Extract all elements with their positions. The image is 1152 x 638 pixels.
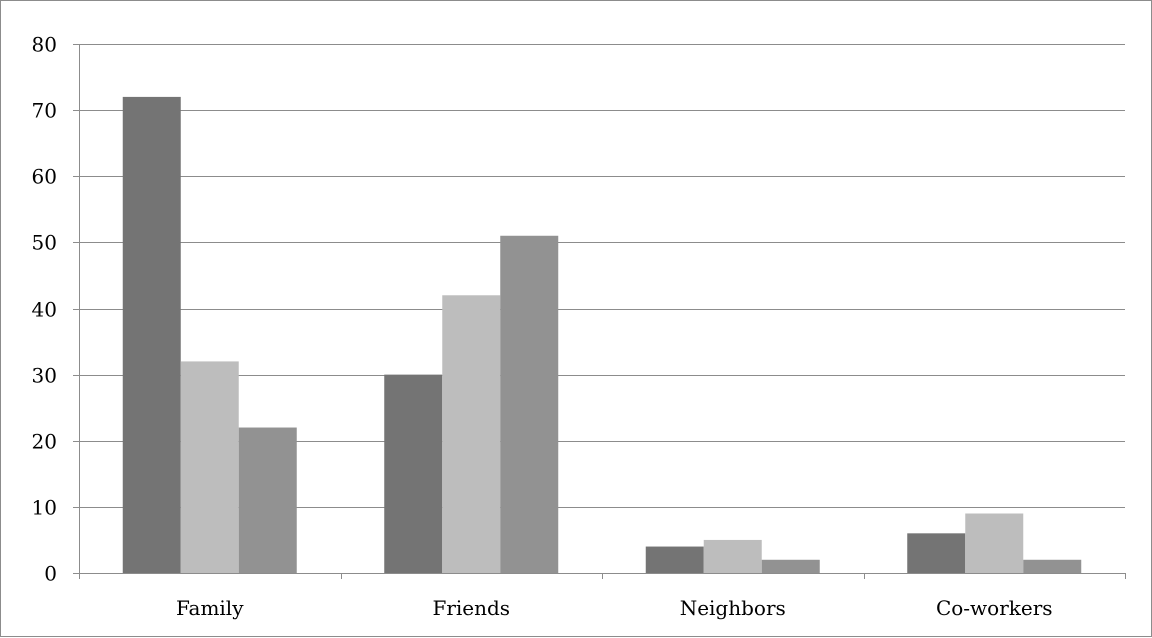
x-tick-label: Family [176,596,244,620]
bar [907,533,966,573]
y-tick-label: 70 [32,99,57,123]
bar [122,96,181,574]
y-tick-label: 60 [32,165,57,189]
bar [965,513,1024,573]
x-tick-labels: Family Friends Neighbors Co-workers [176,596,1053,620]
y-tick-labels: 0 10 20 30 40 50 60 70 80 [32,33,57,586]
bar [180,361,239,573]
y-tick-label: 50 [32,231,57,255]
y-tick-label: 30 [32,364,57,388]
axes [73,44,1126,579]
bar [238,427,297,573]
bar [384,374,443,573]
x-tick-label: Neighbors [680,596,786,620]
y-tick-label: 20 [32,430,57,454]
bar [1023,559,1082,573]
y-tick-label: 0 [44,562,57,586]
x-tick-label: Co-workers [936,596,1053,620]
bar [500,235,559,573]
x-tick-label: Friends [432,596,510,620]
bars [122,96,1082,574]
bar [703,539,762,573]
y-tick-label: 40 [32,298,57,322]
y-tick-label: 80 [32,33,57,57]
y-tick-label: 10 [32,496,57,520]
bar [761,559,820,573]
bar [442,295,501,573]
bar [645,546,704,573]
